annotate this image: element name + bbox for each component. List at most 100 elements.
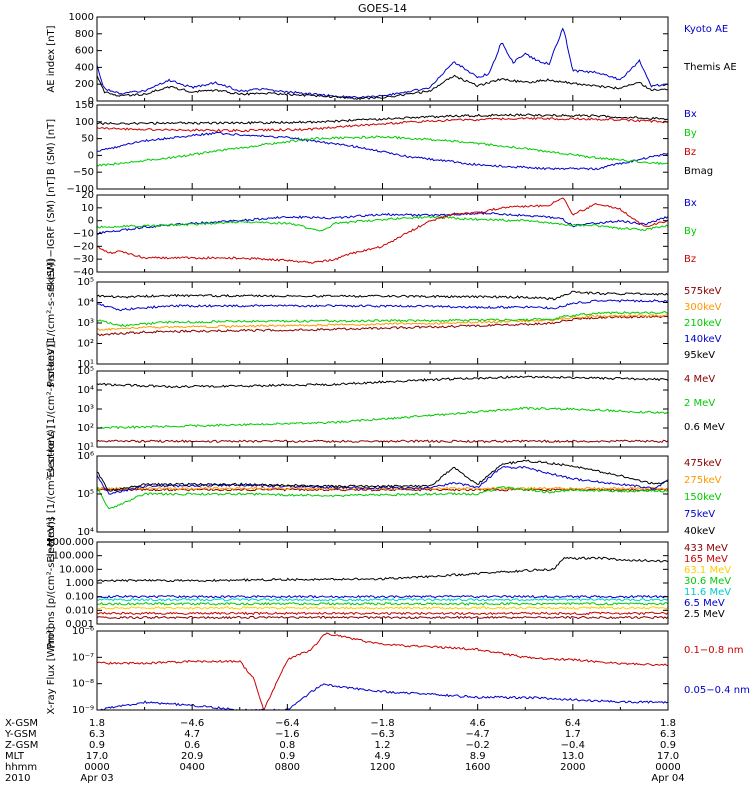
panel-5: 4 MeV 2 MeV 0.6 MeV 10⁵ 10⁴ 10³ 10² 10¹ Electron… xyxy=(46,340,725,477)
legend-entry: Themis AE xyxy=(683,62,737,73)
legend-entry: 2.5 MeV xyxy=(684,609,725,620)
ephemeris-row-label: Z-GSM xyxy=(5,740,38,751)
legend-entry: Bz xyxy=(684,147,696,158)
y-axis-label: B (SM)−IGRF (SM) [nT] xyxy=(46,176,57,290)
y-tick-label: 10⁶ xyxy=(77,451,94,462)
ephemeris-value: 17.0 xyxy=(86,751,108,762)
panel-6: 475keV 275keV 150keV 75keV 40keV 10⁶ 10⁵ 10⁴ Ele… xyxy=(46,425,722,562)
y-tick-label: 10 xyxy=(81,203,94,214)
ephemeris-value: 4.6 xyxy=(470,718,486,729)
series-line-Bmag xyxy=(97,113,668,126)
y-tick-label: −30 xyxy=(73,254,94,265)
ephemeris-value: 4.7 xyxy=(184,729,200,740)
y-tick-label: 10⁻⁶ xyxy=(72,626,94,637)
y-tick-label: 10⁴ xyxy=(77,298,94,309)
y-tick-label: 10⁴ xyxy=(77,527,94,538)
series-line-Bx xyxy=(97,211,668,235)
y-tick-label: 400 xyxy=(75,62,94,73)
ephemeris-value: 2000 xyxy=(560,762,585,773)
y-tick-label: 0.100 xyxy=(65,592,94,603)
ephemeris-value: 0000 xyxy=(84,762,109,773)
series-line-2-5-MeV xyxy=(97,556,668,583)
legend-entry: 4 MeV xyxy=(684,374,715,385)
ephemeris-value: −6.3 xyxy=(370,729,394,740)
series-line-75keV xyxy=(97,465,668,495)
ephemeris-value: −4.6 xyxy=(180,718,204,729)
y-tick-label: 100.000 xyxy=(53,551,94,562)
ephemeris-value: 1200 xyxy=(370,762,395,773)
series-line-433-MeV xyxy=(97,615,668,620)
y-tick-label: 20 xyxy=(81,190,94,201)
y-tick-label: −40 xyxy=(73,267,94,278)
y-tick-label: −20 xyxy=(73,241,94,252)
panel-2: Bx By Bz Bmag 150 100 50 0 −50 −100 B (SM) [nT] xyxy=(46,100,713,195)
series-line-Bz xyxy=(97,197,668,264)
y-tick-label: 10⁵ xyxy=(77,366,94,377)
panel-frame xyxy=(96,104,669,190)
y-tick-label: 150 xyxy=(75,100,94,111)
y-tick-label: 10³ xyxy=(77,318,94,329)
legend-entry: 275keV xyxy=(684,475,722,486)
y-tick-label: 0 xyxy=(88,216,94,227)
y-tick-label: 1.000 xyxy=(65,578,94,589)
ephemeris-row-label: hhmm xyxy=(5,762,37,773)
legend-entry: 150keV xyxy=(684,492,722,503)
chart-title: GOES-14 xyxy=(358,2,407,15)
legend-entry: Bx xyxy=(684,109,697,120)
ephemeris-value: −1.6 xyxy=(275,729,299,740)
ephemeris-row-label: Y-GSM xyxy=(4,729,37,740)
series-line-11-6-MeV xyxy=(97,597,668,602)
legend-entry: 140keV xyxy=(684,334,722,345)
legend-entry: 165 MeV xyxy=(684,554,728,565)
series-line-0-1-0-8-nm xyxy=(97,632,668,710)
ephemeris-table: X-GSMY-GSMZ-GSMMLThhmm20101.86.30.917.00… xyxy=(4,718,685,784)
ephemeris-value: 6.3 xyxy=(89,729,105,740)
ephemeris-value: −6.4 xyxy=(275,718,299,729)
y-tick-label: 1000 xyxy=(69,12,94,23)
panel-frame xyxy=(96,630,669,711)
y-tick-label: 10³ xyxy=(77,404,94,415)
y-tick-label: 10⁵ xyxy=(77,489,94,500)
legend-entry: 0.1−0.8 nm xyxy=(684,645,743,656)
ephemeris-value: 13.0 xyxy=(562,751,584,762)
legend-entry: 6.5 MeV xyxy=(684,598,725,609)
legend-entry: 210keV xyxy=(684,318,722,329)
y-tick-label: 1000.000 xyxy=(46,537,94,548)
y-tick-label: 10² xyxy=(77,339,94,350)
ephemeris-value: 6.3 xyxy=(660,729,676,740)
series-line-140keV xyxy=(97,299,668,312)
legend-entry: Bx xyxy=(684,198,697,209)
series-line-0-6-MeV xyxy=(97,375,668,389)
ephemeris-value: −1.8 xyxy=(370,718,394,729)
y-axis-label: Protons [1/(cm²-s-sr-keV)] xyxy=(46,259,57,387)
y-tick-label: −10 xyxy=(73,229,94,240)
series-line-Kyoto-AE xyxy=(97,27,668,99)
ephemeris-value: Apr 03 xyxy=(80,773,113,784)
y-tick-label: 0.001 xyxy=(65,619,94,630)
ephemeris-value: Apr 04 xyxy=(651,773,684,784)
series-line-95keV xyxy=(97,290,668,301)
series-line-30-6-MeV xyxy=(97,601,668,606)
ephemeris-value: 0.8 xyxy=(279,740,295,751)
legend-entry: 300keV xyxy=(684,302,722,313)
legend-entry: 75keV xyxy=(684,509,715,520)
ephemeris-row-label: X-GSM xyxy=(5,718,38,729)
series-line-By xyxy=(97,215,668,232)
legend-entry: 0.6 MeV xyxy=(684,422,725,433)
y-tick-label: 100 xyxy=(75,117,94,128)
ephemeris-row-label: 2010 xyxy=(5,773,30,784)
y-tick-label: 10¹ xyxy=(77,442,94,453)
legend-entry: Bz xyxy=(684,254,696,265)
series-line-Bz xyxy=(97,116,668,133)
series-line-Bx xyxy=(97,131,668,171)
y-tick-label: 10⁻⁸ xyxy=(72,679,94,690)
legend-entry: By xyxy=(684,128,697,139)
y-axis-label: Electrons [1/(cm²-s-sr-keV)] xyxy=(46,340,57,477)
ephemeris-value: 0000 xyxy=(655,762,680,773)
legend-entry: 575keV xyxy=(684,286,722,297)
panel-frame xyxy=(96,541,669,625)
ephemeris-value: 4.9 xyxy=(375,751,391,762)
ephemeris-value: 20.9 xyxy=(181,751,203,762)
panel-4: 575keV 300keV 210keV 140keV 95keV 10⁵ 10⁴ 10³ 10… xyxy=(46,259,722,387)
